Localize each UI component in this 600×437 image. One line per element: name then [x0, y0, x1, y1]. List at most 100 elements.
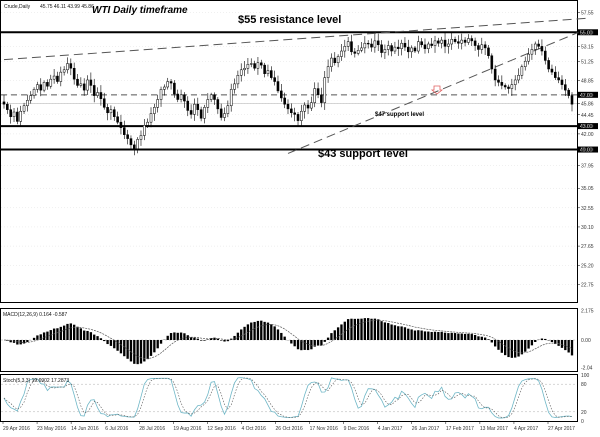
- candle-body: [52, 75, 56, 80]
- candle-body: [473, 40, 477, 46]
- candle-body: [133, 144, 136, 150]
- price-tick-label: 43.00: [581, 124, 594, 130]
- level-tag: [578, 146, 598, 153]
- candle-body: [89, 79, 93, 86]
- candle-body: [433, 40, 437, 46]
- candle-body: [39, 84, 43, 91]
- candle-body: [72, 67, 76, 80]
- macd-panel-frame: [0, 308, 578, 372]
- candle-body: [510, 84, 514, 89]
- candle-body: [316, 88, 320, 96]
- date-tick-label: 29 Apr 2016: [3, 426, 30, 432]
- price-axis: 22.75 25.20 27.65 30.10 32.55 35.05 37.95 40.00…: [577, 10, 594, 288]
- candle-body: [420, 41, 423, 46]
- level-tag-label: 43.00: [580, 124, 593, 130]
- candle-body: [276, 81, 280, 92]
- candle-body: [507, 86, 510, 89]
- candle-body: [356, 50, 360, 54]
- candle-body: [457, 41, 460, 44]
- candle-body: [42, 82, 46, 91]
- candle-body: [169, 81, 173, 84]
- candle-body: [427, 43, 430, 49]
- date-tick-label: 28 Jul 2016: [139, 426, 165, 432]
- candle-body: [470, 38, 474, 42]
- candle-body: [360, 47, 363, 51]
- candle-body: [403, 42, 407, 48]
- ohlc-readout: 45.75 46.11 43.99 45.86: [40, 4, 94, 10]
- macd-signal-line: [3, 319, 573, 359]
- price-tick-label: 25.20: [581, 263, 594, 269]
- price-tick-label: 30.10: [581, 225, 594, 231]
- candle-body: [146, 121, 149, 126]
- candle-body: [366, 42, 370, 45]
- candle-body: [26, 100, 29, 107]
- candle-body: [82, 83, 86, 91]
- candle-body: [400, 42, 403, 49]
- key-levels: 55.00 47.00 43.00 40.00: [1, 29, 598, 154]
- stoch-k-line: [3, 377, 573, 419]
- candle-body: [256, 62, 260, 69]
- candle-body: [9, 109, 12, 117]
- level-tag-label: 47.00: [580, 93, 593, 99]
- candle-body: [176, 93, 180, 100]
- support-43-annotation: $43 support level: [318, 148, 408, 160]
- candle-body: [300, 110, 303, 121]
- macd-label: MACD(12,26,9) 0.164 -0.587: [3, 312, 67, 318]
- macd-axis: 2.175 0.00 -2.04: [581, 309, 594, 372]
- stoch-tick-label: 0: [581, 419, 584, 425]
- stoch-label: Stoch(5,3,3) 19.0902 17.2873: [3, 378, 69, 384]
- price-tick-label: 42.00: [581, 132, 594, 138]
- candle-body: [186, 100, 190, 111]
- candle-body: [49, 78, 53, 87]
- date-tick-label: 17 Nov 2016: [310, 426, 339, 432]
- candle-body: [156, 99, 159, 108]
- candle-body: [122, 127, 126, 135]
- candle-body: [554, 71, 557, 78]
- candle-body: [346, 41, 350, 47]
- candle-body: [139, 135, 143, 140]
- candle-body: [313, 88, 317, 103]
- candle-body: [32, 89, 36, 96]
- candle-body: [480, 44, 484, 50]
- level-tag-label: 55.00: [580, 30, 593, 36]
- price-tick-label: 45.86: [581, 102, 594, 108]
- candle-body: [343, 46, 347, 52]
- candle-body: [246, 64, 250, 69]
- candle-body: [490, 55, 494, 70]
- candle-body: [283, 97, 286, 105]
- candle-body: [96, 92, 99, 96]
- candle-body: [570, 95, 574, 105]
- date-tick-label: 9 Dec 2016: [344, 426, 370, 432]
- down-arrow-icon: [430, 85, 444, 95]
- candle-body: [203, 107, 206, 119]
- candle-body: [443, 39, 447, 47]
- candle-body: [243, 67, 246, 71]
- candle-body: [229, 89, 233, 107]
- candle-body: [286, 103, 290, 110]
- candle-body: [179, 94, 183, 100]
- candle-body: [112, 109, 116, 117]
- candle-body: [537, 43, 540, 47]
- candle-body: [296, 114, 300, 121]
- candle-body: [330, 57, 333, 67]
- candle-body: [363, 42, 367, 49]
- candle-body: [310, 102, 313, 109]
- level-tag-label: 40.00: [580, 148, 593, 154]
- candle-body: [450, 39, 454, 45]
- candle-body: [550, 68, 554, 73]
- candle-body: [46, 82, 49, 87]
- date-tick-label: 26 Oct 2016: [276, 426, 303, 432]
- stoch-panel-frame: [0, 374, 578, 422]
- main-panel-frame: [0, 0, 578, 303]
- candle-body: [59, 71, 63, 82]
- date-tick-label: 4 Oct 2016: [241, 426, 266, 432]
- stoch-axis: 100 80 20 0: [581, 373, 590, 425]
- candle-body: [533, 43, 537, 50]
- date-tick-label: 23 May 2016: [37, 426, 66, 432]
- date-tick-label: 17 Feb 2017: [446, 426, 474, 432]
- candle-body: [102, 98, 106, 108]
- candle-body: [143, 125, 146, 136]
- candle-body: [153, 107, 156, 114]
- candle-body: [12, 111, 16, 117]
